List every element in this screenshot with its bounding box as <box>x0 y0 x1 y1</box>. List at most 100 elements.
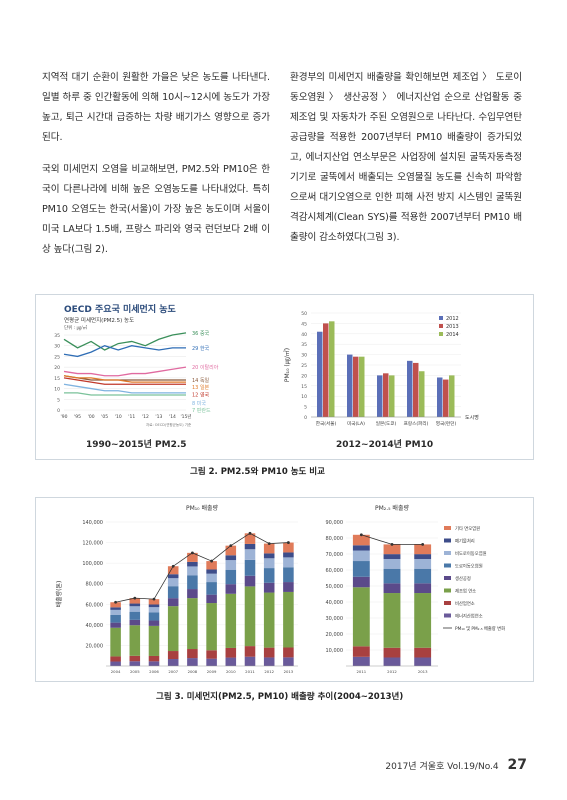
stack-segment <box>244 559 256 576</box>
right-column: 환경부의 미세먼지 배출량을 확인해보면 제조업 〉 도로이동오염원 〉 생산공… <box>290 68 522 260</box>
bar-2012 <box>317 331 323 417</box>
stack-segment <box>352 656 370 666</box>
legend-label: PM₁₀ 및 PM₂.₅ 배출량 변화 <box>455 625 505 632</box>
legend-swatch <box>444 576 451 580</box>
y-tick-label: 30 <box>54 344 60 350</box>
stack-segment <box>414 558 432 569</box>
x-tick-label: 2013 <box>418 669 428 674</box>
trend-point <box>191 551 194 555</box>
series-label: 8 미국 <box>192 400 206 407</box>
stack-segment <box>352 545 370 551</box>
stack-segment <box>110 609 121 615</box>
trend-point <box>152 597 156 601</box>
figure-3: PM₁₀ 배출량 20,000 40,000 60,000 80,000 100,000 1… <box>35 497 534 682</box>
x-tick-label: '95 <box>74 414 81 420</box>
bar-2013 <box>383 373 389 417</box>
bar-2014 <box>359 356 365 417</box>
x-tick-label: 2008 <box>188 669 198 674</box>
paragraph: 환경부의 미세먼지 배출량을 확인해보면 제조업 〉 도로이동오염원 〉 생산공… <box>290 72 522 243</box>
series-label: 36 중국 <box>192 331 210 337</box>
x-tick-label: '11 <box>128 414 135 420</box>
x-tick-label: '13 <box>155 414 162 420</box>
stack-segment <box>148 604 160 608</box>
stack-segment <box>148 661 160 666</box>
stack-segment <box>263 543 275 554</box>
stack-segment <box>414 647 432 658</box>
y-tick-label: 20,000 <box>86 643 104 649</box>
series-line-일본 <box>63 375 186 383</box>
x-tick-label: '00 <box>88 414 95 420</box>
series-label: 29 한국 <box>192 346 210 352</box>
y-tick-label: 80,000 <box>326 536 344 542</box>
stack-segment <box>167 578 179 587</box>
chart-title: PM₁₀ 배출량 <box>186 504 219 512</box>
stack-segment <box>383 647 401 658</box>
legend-label: 2012 <box>446 316 459 322</box>
pm25-emission-chart: PM₂.₅ 배출량 10,000 20,000 30,000 40,000 50,000 6… <box>326 504 506 674</box>
stack-segment <box>244 656 256 666</box>
stack-segment <box>414 544 432 555</box>
stack-segment <box>187 658 198 666</box>
stack-segment <box>110 622 121 628</box>
stack-segment <box>187 649 198 659</box>
y-tick-label: 10,000 <box>326 648 344 654</box>
x-tick-label: 2012 <box>387 669 397 674</box>
series-line-중국 <box>63 332 187 351</box>
legend-swatch <box>439 316 443 320</box>
stack-segment <box>148 607 160 613</box>
stack-segment <box>148 612 160 621</box>
series-line-영국 <box>63 377 186 385</box>
y-tick-label: 0 <box>57 408 60 414</box>
issue-label: 2017년 겨울호 Vol.19/No.4 <box>385 762 499 772</box>
x-tick-label: 2006 <box>149 669 159 674</box>
bar-2014 <box>389 375 395 417</box>
y-tick-label: 60,000 <box>326 568 344 574</box>
stack-segment <box>283 542 294 553</box>
legend-swatch <box>444 613 451 618</box>
series-line-독일 <box>63 375 186 381</box>
legend-swatch <box>444 526 451 530</box>
stack-segment <box>110 602 121 608</box>
figure-3-caption: 그림 3. 미세먼지(PM2.5, PM10) 배출량 추이(2004~2013… <box>156 692 404 702</box>
legend-swatch <box>444 551 451 555</box>
y-tick-label: 0 <box>304 415 307 421</box>
bar-2012 <box>377 375 383 417</box>
y-axis-label: PM₁₀ (㎍/㎥) <box>283 348 292 382</box>
figure-2: OECD 주요국 미세먼지 농도 연평균 미세먼지(PM2.5) 농도 단위 : ㎍… <box>35 294 534 460</box>
y-tick-label: 45 <box>301 321 307 327</box>
bar-2014 <box>419 371 425 417</box>
x-tick-label: 2004 <box>111 669 121 674</box>
legend-label: 2013 <box>446 324 459 330</box>
series-line-핀란드 <box>64 392 186 396</box>
stack-segment <box>352 534 370 546</box>
stack-segment <box>414 593 432 648</box>
y-tick-label: 80,000 <box>86 582 104 588</box>
stack-segment <box>225 584 237 594</box>
stack-segment <box>283 557 294 568</box>
trend-point <box>390 543 394 546</box>
stack-segment <box>414 554 432 559</box>
bar-2013 <box>443 379 449 417</box>
x-tick-label: '05 <box>101 414 108 420</box>
stack-segment <box>167 659 179 666</box>
bar-2012 <box>347 354 353 417</box>
total-trend-line <box>361 534 423 545</box>
stack-segment <box>148 625 160 656</box>
x-tick-label: 프랑스(파리) <box>404 420 429 427</box>
stack-segment <box>383 558 401 569</box>
series-label: 7 핀란드 <box>192 407 211 414</box>
stack-segment <box>244 646 256 657</box>
stack-segment <box>283 657 294 666</box>
stack-segment <box>187 561 198 567</box>
trend-point <box>171 564 175 568</box>
stack-segment <box>225 647 237 658</box>
stack-segment <box>352 550 370 562</box>
x-tick-label: '10 <box>115 414 122 420</box>
series-label: 12 영국 <box>192 391 210 398</box>
stack-segment <box>187 575 198 590</box>
trend-point <box>133 596 137 600</box>
y-tick-label: 35 <box>54 333 60 339</box>
stack-segment <box>167 606 179 652</box>
y-tick-label: 5 <box>304 405 307 411</box>
stack-segment <box>283 582 294 592</box>
